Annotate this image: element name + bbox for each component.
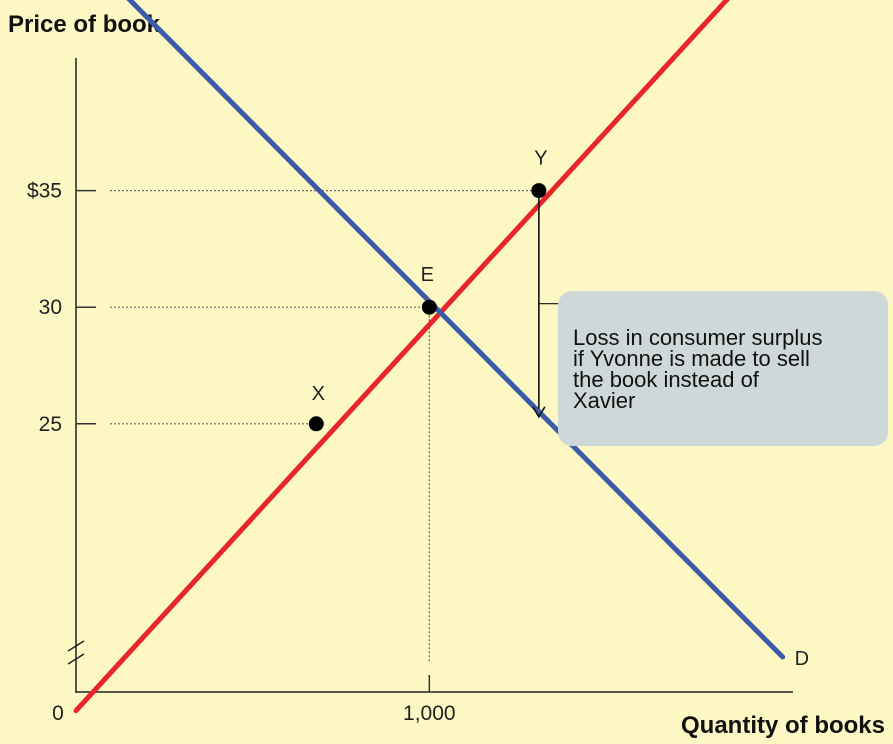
y-tick-label: 25 — [39, 413, 62, 436]
point-label-e: E — [421, 264, 434, 286]
y-axis-title: Price of book — [8, 11, 161, 38]
x-tick-label: 1,000 — [403, 702, 456, 725]
demand-label: D — [795, 648, 809, 670]
origin-label: 0 — [52, 702, 64, 725]
x-axis-title: Quantity of books — [681, 712, 885, 739]
callout-text-line: Xavier — [573, 388, 635, 413]
y-tick-label: $35 — [27, 180, 62, 203]
point-e — [422, 300, 437, 315]
y-tick-label: 30 — [39, 296, 62, 319]
point-label-x: X — [312, 383, 325, 405]
point-y — [531, 183, 546, 198]
point-label-y: Y — [534, 148, 547, 170]
point-x — [309, 416, 324, 431]
